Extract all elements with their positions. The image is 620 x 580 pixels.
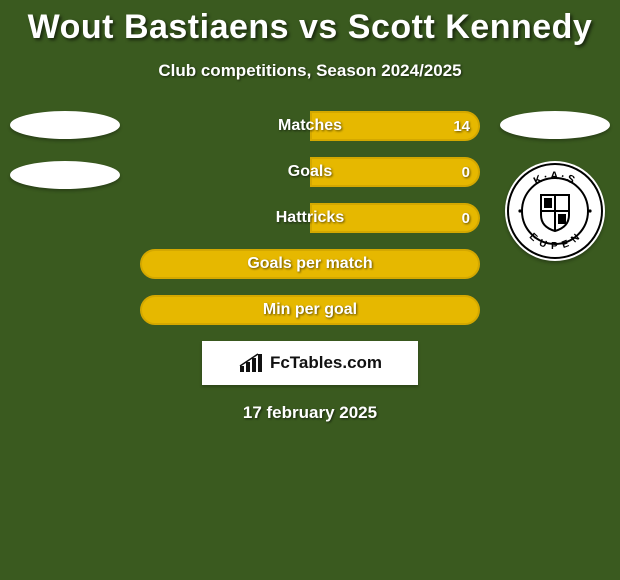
stat-row-matches: Matches 14 xyxy=(140,111,480,141)
stat-label: Matches xyxy=(140,111,480,141)
right-player-placeholder-1 xyxy=(500,111,610,139)
page-title: Wout Bastiaens vs Scott Kennedy xyxy=(0,0,620,47)
left-player-placeholder-2 xyxy=(10,161,120,189)
left-player-column xyxy=(0,111,130,211)
stat-label: Min per goal xyxy=(140,295,480,325)
left-player-placeholder-1 xyxy=(10,111,120,139)
brand-text: FcTables.com xyxy=(270,353,382,373)
eupen-badge-icon: K·A·S E U P E N xyxy=(505,161,605,261)
stat-bars: Matches 14 Goals 0 Hattricks 0 Goals per… xyxy=(140,111,480,325)
brand-chart-icon xyxy=(238,352,264,374)
stat-value-right: 0 xyxy=(462,157,470,187)
stat-row-goals-per-match: Goals per match xyxy=(140,249,480,279)
subtitle: Club competitions, Season 2024/2025 xyxy=(0,61,620,81)
right-player-column: K·A·S E U P E N xyxy=(490,111,620,261)
stat-value-right: 0 xyxy=(462,203,470,233)
right-club-badge: K·A·S E U P E N xyxy=(505,161,605,261)
stat-label: Goals per match xyxy=(140,249,480,279)
stat-row-goals: Goals 0 xyxy=(140,157,480,187)
comparison-stage: K·A·S E U P E N Matches 14 xyxy=(0,111,620,325)
date: 17 february 2025 xyxy=(0,403,620,423)
stat-row-hattricks: Hattricks 0 xyxy=(140,203,480,233)
stat-label: Goals xyxy=(140,157,480,187)
brand-box: FcTables.com xyxy=(202,341,418,385)
stat-row-min-per-goal: Min per goal xyxy=(140,295,480,325)
stat-label: Hattricks xyxy=(140,203,480,233)
stat-value-right: 14 xyxy=(453,111,470,141)
